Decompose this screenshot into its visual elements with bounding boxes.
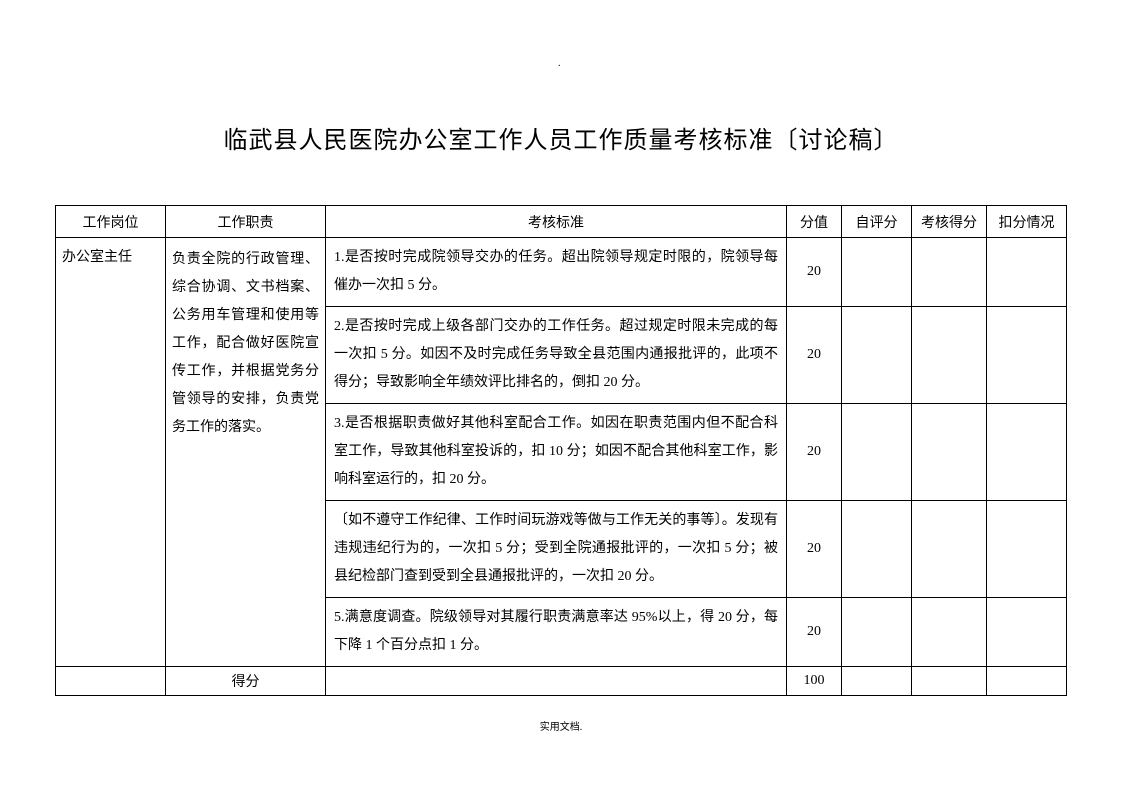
cell-position: 办公室主任	[56, 238, 166, 667]
cell-self	[842, 307, 912, 404]
table-row: 办公室主任 负责全院的行政管理、综合协调、文书档案、公务用车管理和使用等工作，配…	[56, 238, 1067, 307]
cell-eval	[912, 667, 987, 696]
cell-standard: 〔如不遵守工作纪律、工作时间玩游戏等做与工作无关的事等〕。发现有违规违纪行为的，…	[326, 501, 787, 598]
cell-score: 20	[787, 404, 842, 501]
page-title: 临武县人民医院办公室工作人员工作质量考核标准〔讨论稿〕	[55, 120, 1067, 155]
cell-deduct	[987, 501, 1067, 598]
page-footer: 实用文档.	[0, 718, 1122, 733]
header-self: 自评分	[842, 206, 912, 238]
cell-total-label: 得分	[166, 667, 326, 696]
cell-deduct	[987, 238, 1067, 307]
cell-self	[842, 404, 912, 501]
cell-standard: 1.是否按时完成院领导交办的任务。超出院领导规定时限的，院领导每催办一次扣 5 …	[326, 238, 787, 307]
cell-eval	[912, 598, 987, 667]
header-eval: 考核得分	[912, 206, 987, 238]
cell-self	[842, 598, 912, 667]
cell-deduct	[987, 598, 1067, 667]
cell-score: 20	[787, 598, 842, 667]
header-score: 分值	[787, 206, 842, 238]
cell-deduct	[987, 307, 1067, 404]
header-deduct: 扣分情况	[987, 206, 1067, 238]
cell-standard: 3.是否根据职责做好其他科室配合工作。如因在职责范围内但不配合科室工作，导致其他…	[326, 404, 787, 501]
header-standard: 考核标准	[326, 206, 787, 238]
table-total-row: 得分 100	[56, 667, 1067, 696]
cell-eval	[912, 404, 987, 501]
cell-total-score: 100	[787, 667, 842, 696]
cell-duty: 负责全院的行政管理、综合协调、文书档案、公务用车管理和使用等工作，配合做好医院宣…	[166, 238, 326, 667]
cell-eval	[912, 501, 987, 598]
cell-eval	[912, 238, 987, 307]
cell-standard: 5.满意度调查。院级领导对其履行职责满意率达 95%以上，得 20 分，每下降 …	[326, 598, 787, 667]
cell-total-blank	[56, 667, 166, 696]
cell-deduct	[987, 404, 1067, 501]
table-header-row: 工作岗位 工作职责 考核标准 分值 自评分 考核得分 扣分情况	[56, 206, 1067, 238]
cell-deduct	[987, 667, 1067, 696]
assessment-table: 工作岗位 工作职责 考核标准 分值 自评分 考核得分 扣分情况 办公室主任 负责…	[55, 205, 1067, 696]
cell-score: 20	[787, 238, 842, 307]
cell-eval	[912, 307, 987, 404]
cell-self	[842, 238, 912, 307]
page-content: 临武县人民医院办公室工作人员工作质量考核标准〔讨论稿〕 工作岗位 工作职责 考核…	[0, 0, 1122, 696]
cell-score: 20	[787, 307, 842, 404]
cell-self	[842, 667, 912, 696]
cell-self	[842, 501, 912, 598]
dot-mark: .	[558, 58, 561, 69]
cell-score: 20	[787, 501, 842, 598]
cell-standard: 2.是否按时完成上级各部门交办的工作任务。超过规定时限未完成的每一次扣 5 分。…	[326, 307, 787, 404]
header-position: 工作岗位	[56, 206, 166, 238]
cell-total-standard	[326, 667, 787, 696]
header-duty: 工作职责	[166, 206, 326, 238]
